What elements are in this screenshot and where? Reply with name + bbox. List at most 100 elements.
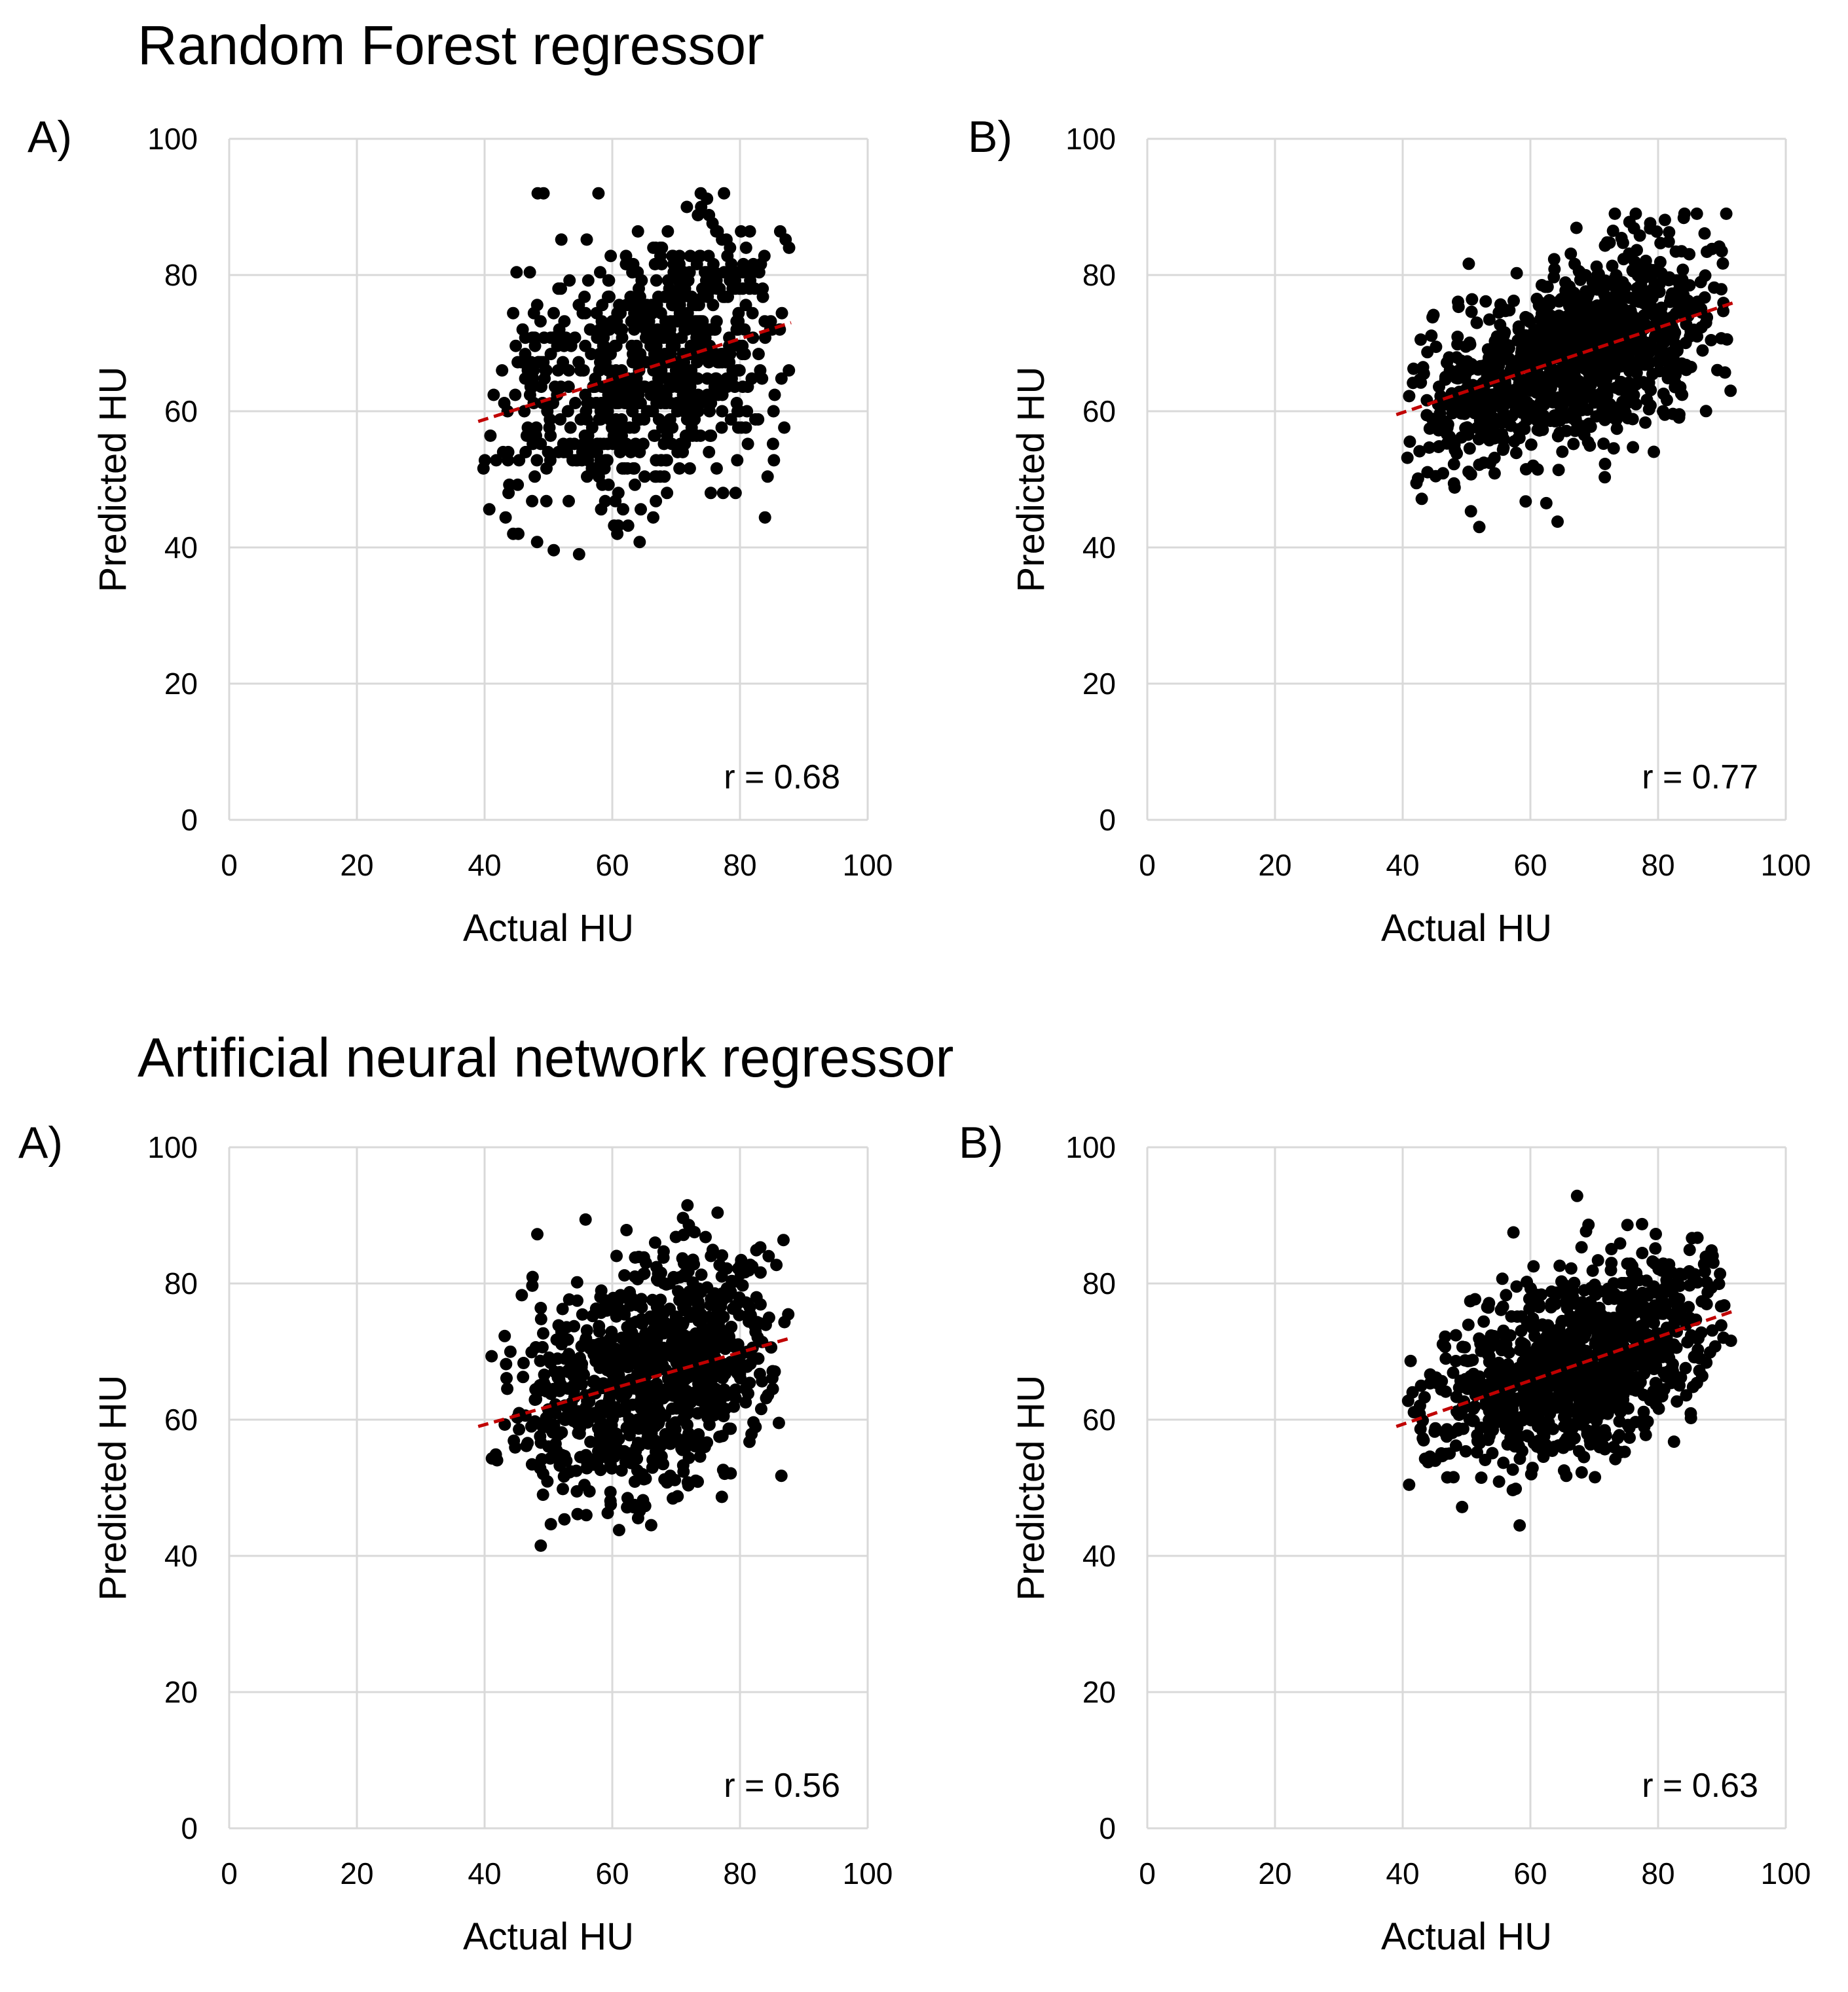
data-point [1421, 466, 1434, 479]
data-point [689, 1440, 702, 1453]
data-point [540, 494, 553, 507]
data-point [525, 1458, 538, 1471]
data-point [692, 405, 705, 418]
data-point [633, 290, 646, 303]
data-point [614, 1289, 627, 1302]
x-tick-label: 0 [221, 848, 238, 882]
data-point [1447, 1366, 1460, 1379]
data-point [485, 1452, 498, 1465]
data-point [1559, 284, 1572, 297]
data-point [1497, 441, 1510, 454]
data-point [667, 1344, 680, 1357]
data-point [529, 1341, 542, 1354]
data-point [1633, 229, 1646, 242]
data-point [1477, 1315, 1490, 1328]
data-point [1586, 1264, 1599, 1277]
data-point [739, 299, 752, 312]
data-point [584, 1435, 597, 1448]
data-point [1447, 458, 1460, 471]
data-point [1459, 422, 1472, 435]
y-tick-label: 40 [1082, 1539, 1116, 1573]
data-point [762, 1388, 775, 1401]
data-point [663, 380, 676, 394]
data-point [1467, 1367, 1480, 1380]
data-point [656, 421, 669, 434]
data-point [547, 306, 560, 320]
correlation-label: r = 0.77 [1642, 758, 1758, 796]
data-point [1473, 458, 1486, 471]
data-point [1570, 415, 1583, 428]
data-point [686, 1276, 699, 1289]
data-point [1613, 1415, 1626, 1428]
data-point [525, 1420, 538, 1433]
data-point [1505, 1428, 1518, 1441]
data-point [1470, 316, 1483, 329]
y-tick-label: 20 [164, 1675, 198, 1709]
data-point [1695, 1369, 1709, 1382]
data-point [1515, 388, 1528, 401]
data-point [1679, 1361, 1692, 1374]
data-point [637, 1473, 650, 1486]
data-point [778, 421, 791, 434]
data-point [725, 257, 738, 270]
data-point [754, 1241, 767, 1254]
data-point [1621, 1219, 1634, 1232]
data-point [606, 1331, 619, 1344]
data-point [1465, 305, 1478, 318]
y-tick-label: 60 [164, 1403, 198, 1437]
data-point [1496, 1272, 1509, 1285]
data-point [1557, 410, 1570, 422]
data-point [1544, 382, 1557, 394]
data-point [1401, 1394, 1414, 1407]
data-point [1589, 1471, 1602, 1484]
data-point [1439, 371, 1452, 384]
data-point [1513, 1519, 1526, 1532]
data-point [534, 315, 547, 328]
data-point [1610, 422, 1623, 435]
data-point [530, 454, 544, 467]
x-tick-label: 80 [1641, 1856, 1674, 1891]
data-point [1452, 370, 1465, 383]
y-axis-title: Predicted HU [92, 1375, 134, 1601]
data-point [1718, 366, 1731, 379]
data-point [682, 1371, 695, 1384]
data-point [716, 356, 729, 369]
data-point [747, 1416, 760, 1429]
data-point [657, 1251, 670, 1264]
data-point [580, 233, 593, 246]
x-tick-label: 60 [595, 848, 629, 882]
data-point [587, 1338, 601, 1352]
data-point [1512, 1439, 1525, 1452]
data-point [1657, 1257, 1670, 1270]
data-point [1684, 325, 1697, 338]
data-point [601, 454, 614, 467]
data-point [640, 1435, 653, 1448]
x-axis-title: Actual HU [1381, 907, 1552, 950]
data-point [681, 1407, 694, 1420]
x-tick-label: 40 [468, 1856, 501, 1891]
data-point [1701, 311, 1714, 324]
data-point [576, 1308, 589, 1321]
data-point [487, 388, 500, 401]
data-point [1684, 361, 1697, 373]
data-point [1494, 298, 1507, 311]
data-point [534, 1302, 547, 1314]
data-point [528, 331, 541, 344]
data-point [711, 282, 724, 295]
data-point [1676, 263, 1690, 276]
data-point [1535, 1288, 1548, 1301]
data-point [594, 1464, 607, 1477]
data-point [683, 462, 696, 475]
data-point [1636, 1247, 1649, 1259]
data-point [1604, 411, 1617, 424]
data-point [1566, 1285, 1580, 1298]
data-point [1570, 221, 1583, 234]
data-point [1683, 279, 1696, 292]
data-point [518, 405, 531, 418]
data-point [1439, 1352, 1452, 1365]
data-point [1608, 363, 1621, 377]
data-point [640, 1338, 654, 1350]
data-point [1720, 207, 1733, 220]
scatter-points [485, 1199, 795, 1552]
data-point [574, 1421, 587, 1434]
